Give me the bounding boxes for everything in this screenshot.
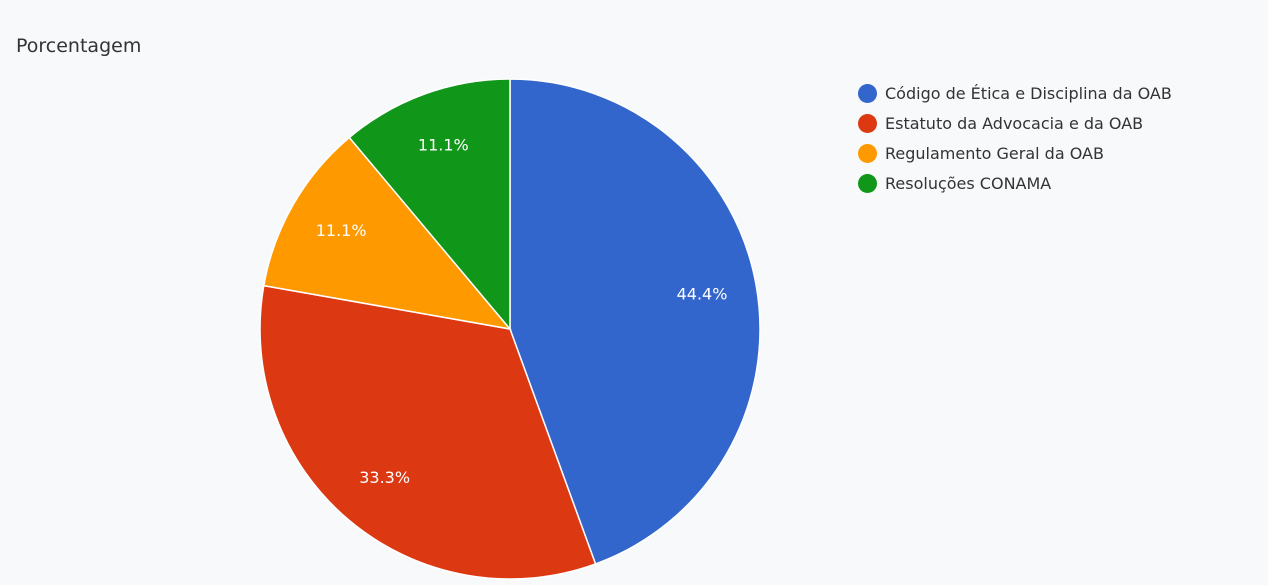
legend-item[interactable]: Estatuto da Advocacia e da OAB [858,108,1172,138]
legend-item[interactable]: Regulamento Geral da OAB [858,138,1172,168]
pie-slice[interactable] [262,136,512,331]
legend-swatch [858,143,877,163]
legend-label: Resoluções CONAMA [885,173,1052,193]
legend-label: Estatuto da Advocacia e da OAB [885,113,1144,133]
pie-slice[interactable] [509,78,761,565]
legend-item[interactable]: Código de Ética e Disciplina da OAB [858,78,1172,108]
slice-value-label: 11.1% [316,221,367,240]
legend-item[interactable]: Resoluções CONAMA [858,168,1172,198]
legend-swatch [858,173,877,193]
slice-value-label: 44.4% [677,285,728,304]
pie-slice[interactable] [348,78,511,332]
legend-swatch [858,113,877,133]
legend: Código de Ética e Disciplina da OAB Esta… [858,78,1172,198]
pie-slice[interactable] [259,284,597,580]
legend-label: Regulamento Geral da OAB [885,143,1104,163]
legend-label: Código de Ética e Disciplina da OAB [885,83,1172,103]
slice-value-label: 11.1% [418,135,469,154]
chart-title: Porcentagem [16,35,142,57]
legend-swatch [858,83,877,103]
slice-value-label: 33.3% [359,468,410,487]
